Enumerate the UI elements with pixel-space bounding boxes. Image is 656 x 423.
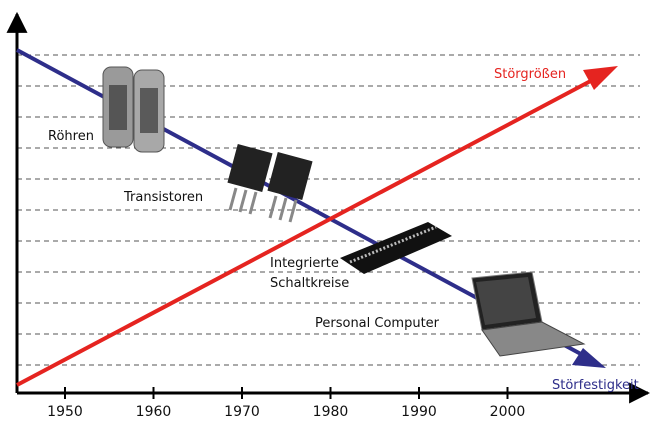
transistors-label: Transistoren (123, 190, 203, 205)
x-tick-label: 1970 (224, 404, 260, 420)
chip-image (340, 222, 452, 274)
ic-label: Schaltkreise (270, 276, 349, 291)
immunity-arrow (572, 348, 606, 368)
x-tick-label: 2000 (490, 404, 526, 420)
x-tick-label: 1960 (136, 404, 172, 420)
disturbance-line (16, 74, 601, 387)
ic-label: Integrierte (270, 256, 339, 271)
tubes-image (102, 66, 165, 153)
pc-label: Personal Computer (315, 316, 440, 331)
x-ticks: 1950 1960 1970 1980 1990 2000 (47, 387, 525, 420)
immunity-label: Störfestigkeit (552, 378, 639, 393)
transistors-image (227, 144, 313, 223)
laptop-image (471, 271, 586, 357)
disturbance-arrow (583, 66, 618, 90)
disturbance-label: Störgrößen (494, 67, 566, 82)
x-tick-label: 1990 (401, 404, 437, 420)
tubes-label: Röhren (48, 129, 94, 144)
x-tick-label: 1950 (47, 404, 83, 420)
x-tick-label: 1980 (313, 404, 349, 420)
